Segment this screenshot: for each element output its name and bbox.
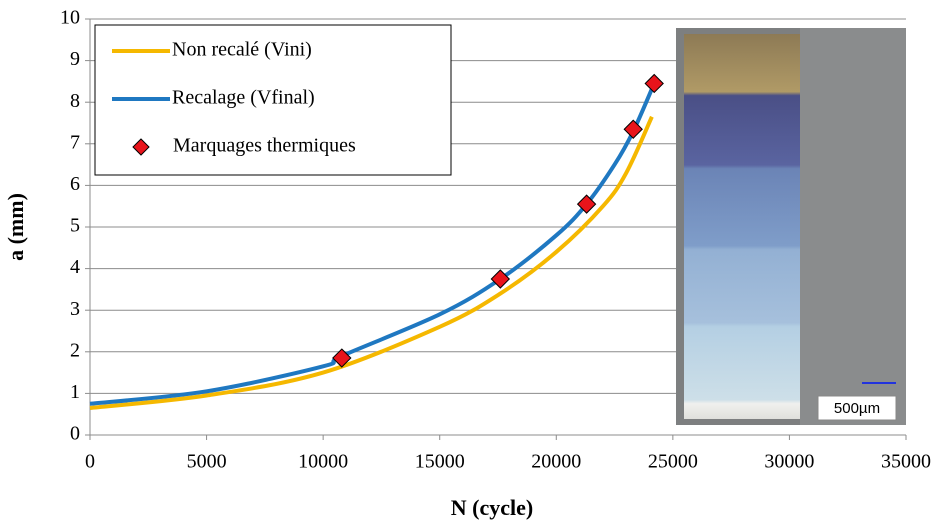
inset-image: 500µm [676, 28, 906, 425]
line [89, 115, 654, 410]
y-tick-label: 5 [70, 215, 80, 237]
marker [623, 119, 643, 139]
x-tick-label: 35000 [881, 451, 931, 473]
x-tick-label: 5000 [187, 451, 227, 473]
y-tick-label: 8 [70, 90, 80, 112]
x-tick-label: 0 [85, 451, 95, 473]
x-tick-label: 10000 [298, 451, 348, 473]
legend-label: Non recalé (Vini) [172, 39, 312, 61]
y-tick-label: 2 [70, 339, 80, 361]
x-tick-label: 15000 [415, 451, 465, 473]
legend-label: Marquages thermiques [173, 135, 356, 157]
x-tick-label: 20000 [531, 451, 581, 473]
y-tick-label: 4 [70, 256, 80, 278]
y-tick-label: 9 [70, 48, 80, 70]
marker [490, 269, 511, 289]
legend-swatch [132, 138, 150, 156]
y-axis-title: a (mm) [3, 193, 28, 261]
marker [576, 194, 597, 214]
y-tick-label: 7 [70, 131, 80, 153]
y-tick-label: 3 [70, 298, 80, 320]
y-tick-label: 0 [70, 423, 80, 445]
line [89, 82, 657, 406]
marker [644, 73, 664, 94]
scale-label: 500µm [834, 400, 880, 417]
marker [332, 348, 352, 368]
y-tick-label: 1 [70, 381, 80, 403]
x-axis-title: N (cycle) [451, 495, 533, 520]
x-tick-label: 30000 [764, 451, 814, 473]
x-tick-label: 25000 [648, 451, 698, 473]
y-tick-label: 6 [70, 173, 80, 195]
legend-label: Recalage (Vfinal) [172, 87, 315, 109]
y-tick-label: 10 [60, 7, 80, 29]
